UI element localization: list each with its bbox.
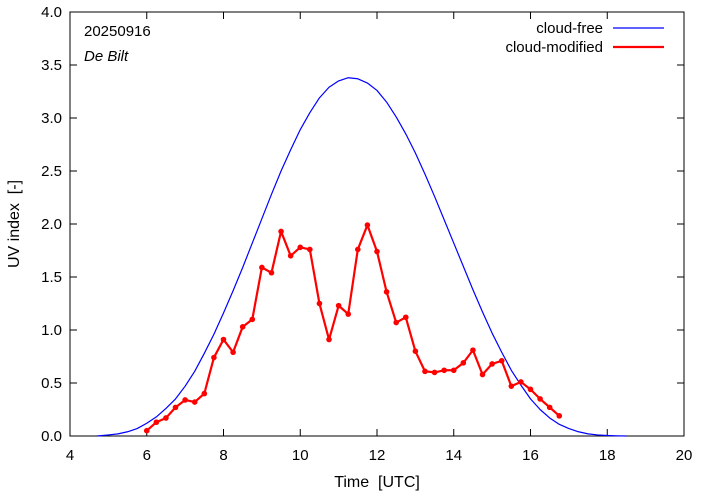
- y-tick-label: 3.5: [41, 57, 62, 74]
- data-point-cloud-modified: [498, 357, 505, 364]
- y-tick-label: 2.5: [41, 163, 62, 180]
- series-layer: [96, 77, 627, 437]
- plot-frame: [69, 11, 685, 437]
- data-point-cloud-modified: [297, 244, 304, 251]
- location-label: De Bilt: [84, 48, 129, 65]
- data-point-cloud-modified: [307, 246, 313, 253]
- y-axis-title: UV index [-]: [6, 180, 23, 268]
- data-point-cloud-modified: [268, 269, 275, 276]
- date-label: 20250916: [84, 23, 151, 40]
- x-tick-label: 4: [66, 447, 74, 464]
- data-point-cloud-modified: [211, 354, 217, 361]
- data-point-cloud-modified: [239, 324, 246, 330]
- data-point-cloud-modified: [546, 404, 553, 411]
- data-point-cloud-modified: [316, 300, 323, 307]
- data-point-cloud-modified: [537, 396, 543, 402]
- x-tick-label: 16: [522, 447, 539, 464]
- x-axis-title: Time [UTC]: [334, 474, 420, 491]
- data-point-cloud-modified: [489, 361, 495, 367]
- data-point-cloud-modified: [470, 347, 476, 353]
- data-point-cloud-modified: [383, 289, 390, 295]
- x-tick-label: 20: [676, 447, 693, 464]
- x-tick-label: 10: [292, 447, 309, 464]
- y-tick-label: 0.5: [41, 375, 62, 392]
- data-point-cloud-modified: [518, 379, 524, 385]
- data-point-cloud-modified: [422, 368, 428, 375]
- data-point-cloud-modified: [460, 360, 467, 366]
- data-point-cloud-modified: [278, 228, 284, 235]
- data-point-cloud-modified: [326, 336, 332, 343]
- data-point-cloud-modified: [153, 419, 160, 426]
- data-point-cloud-modified: [230, 349, 236, 356]
- y-tick-label: 4.0: [41, 4, 62, 21]
- data-point-cloud-modified: [508, 383, 515, 389]
- axis-ticks: [69, 11, 685, 437]
- y-tick-label: 2.0: [41, 216, 62, 233]
- data-point-cloud-modified: [441, 367, 447, 374]
- data-point-cloud-modified: [220, 336, 227, 343]
- x-tick-label: 8: [219, 447, 227, 464]
- data-point-cloud-modified: [355, 246, 361, 253]
- legend-label-cloud-modified: cloud-modified: [505, 39, 603, 56]
- data-point-cloud-modified: [345, 311, 352, 317]
- data-point-cloud-modified: [450, 367, 457, 374]
- data-point-cloud-modified: [287, 253, 294, 259]
- y-tick-label: 0.0: [41, 428, 62, 445]
- data-point-cloud-modified: [393, 319, 399, 326]
- data-point-cloud-modified: [556, 413, 563, 419]
- data-point-cloud-modified: [259, 264, 265, 271]
- data-point-cloud-modified: [431, 369, 438, 376]
- x-tick-label: 14: [445, 447, 462, 464]
- y-tick-label: 1.0: [41, 322, 62, 339]
- y-tick-label: 3.0: [41, 110, 62, 127]
- data-point-cloud-modified: [335, 302, 342, 309]
- data-point-cloud-modified: [249, 316, 256, 323]
- y-tick-labels: 0.0 0.5 1.0 1.5 2.0 2.5 3.0 3.5 4.0: [41, 4, 62, 445]
- data-point-cloud-modified: [172, 404, 179, 411]
- x-tick-label: 12: [369, 447, 386, 464]
- data-point-cloud-modified: [163, 415, 169, 421]
- data-point-cloud-modified: [527, 386, 534, 393]
- data-point-cloud-modified: [143, 427, 150, 434]
- data-point-cloud-modified: [191, 399, 198, 405]
- x-tick-labels: 4 6 8 10 12 14 16 18 20: [66, 447, 693, 464]
- series-line-cloud-modified: [146, 223, 561, 432]
- legend-label-cloud-free: cloud-free: [536, 20, 603, 37]
- data-point-cloud-modified: [201, 390, 208, 397]
- data-point-cloud-modified: [182, 397, 188, 403]
- y-tick-label: 1.5: [41, 269, 62, 286]
- series-line-cloud-free: [96, 77, 627, 437]
- data-point-cloud-modified: [364, 222, 371, 228]
- data-point-cloud-modified: [412, 348, 419, 355]
- legend: cloud-free cloud-modified: [505, 20, 664, 56]
- data-point-cloud-modified: [402, 314, 409, 321]
- x-tick-label: 18: [599, 447, 616, 464]
- x-tick-label: 6: [143, 447, 151, 464]
- data-point-cloud-modified: [374, 248, 380, 255]
- data-point-cloud-modified: [479, 371, 486, 378]
